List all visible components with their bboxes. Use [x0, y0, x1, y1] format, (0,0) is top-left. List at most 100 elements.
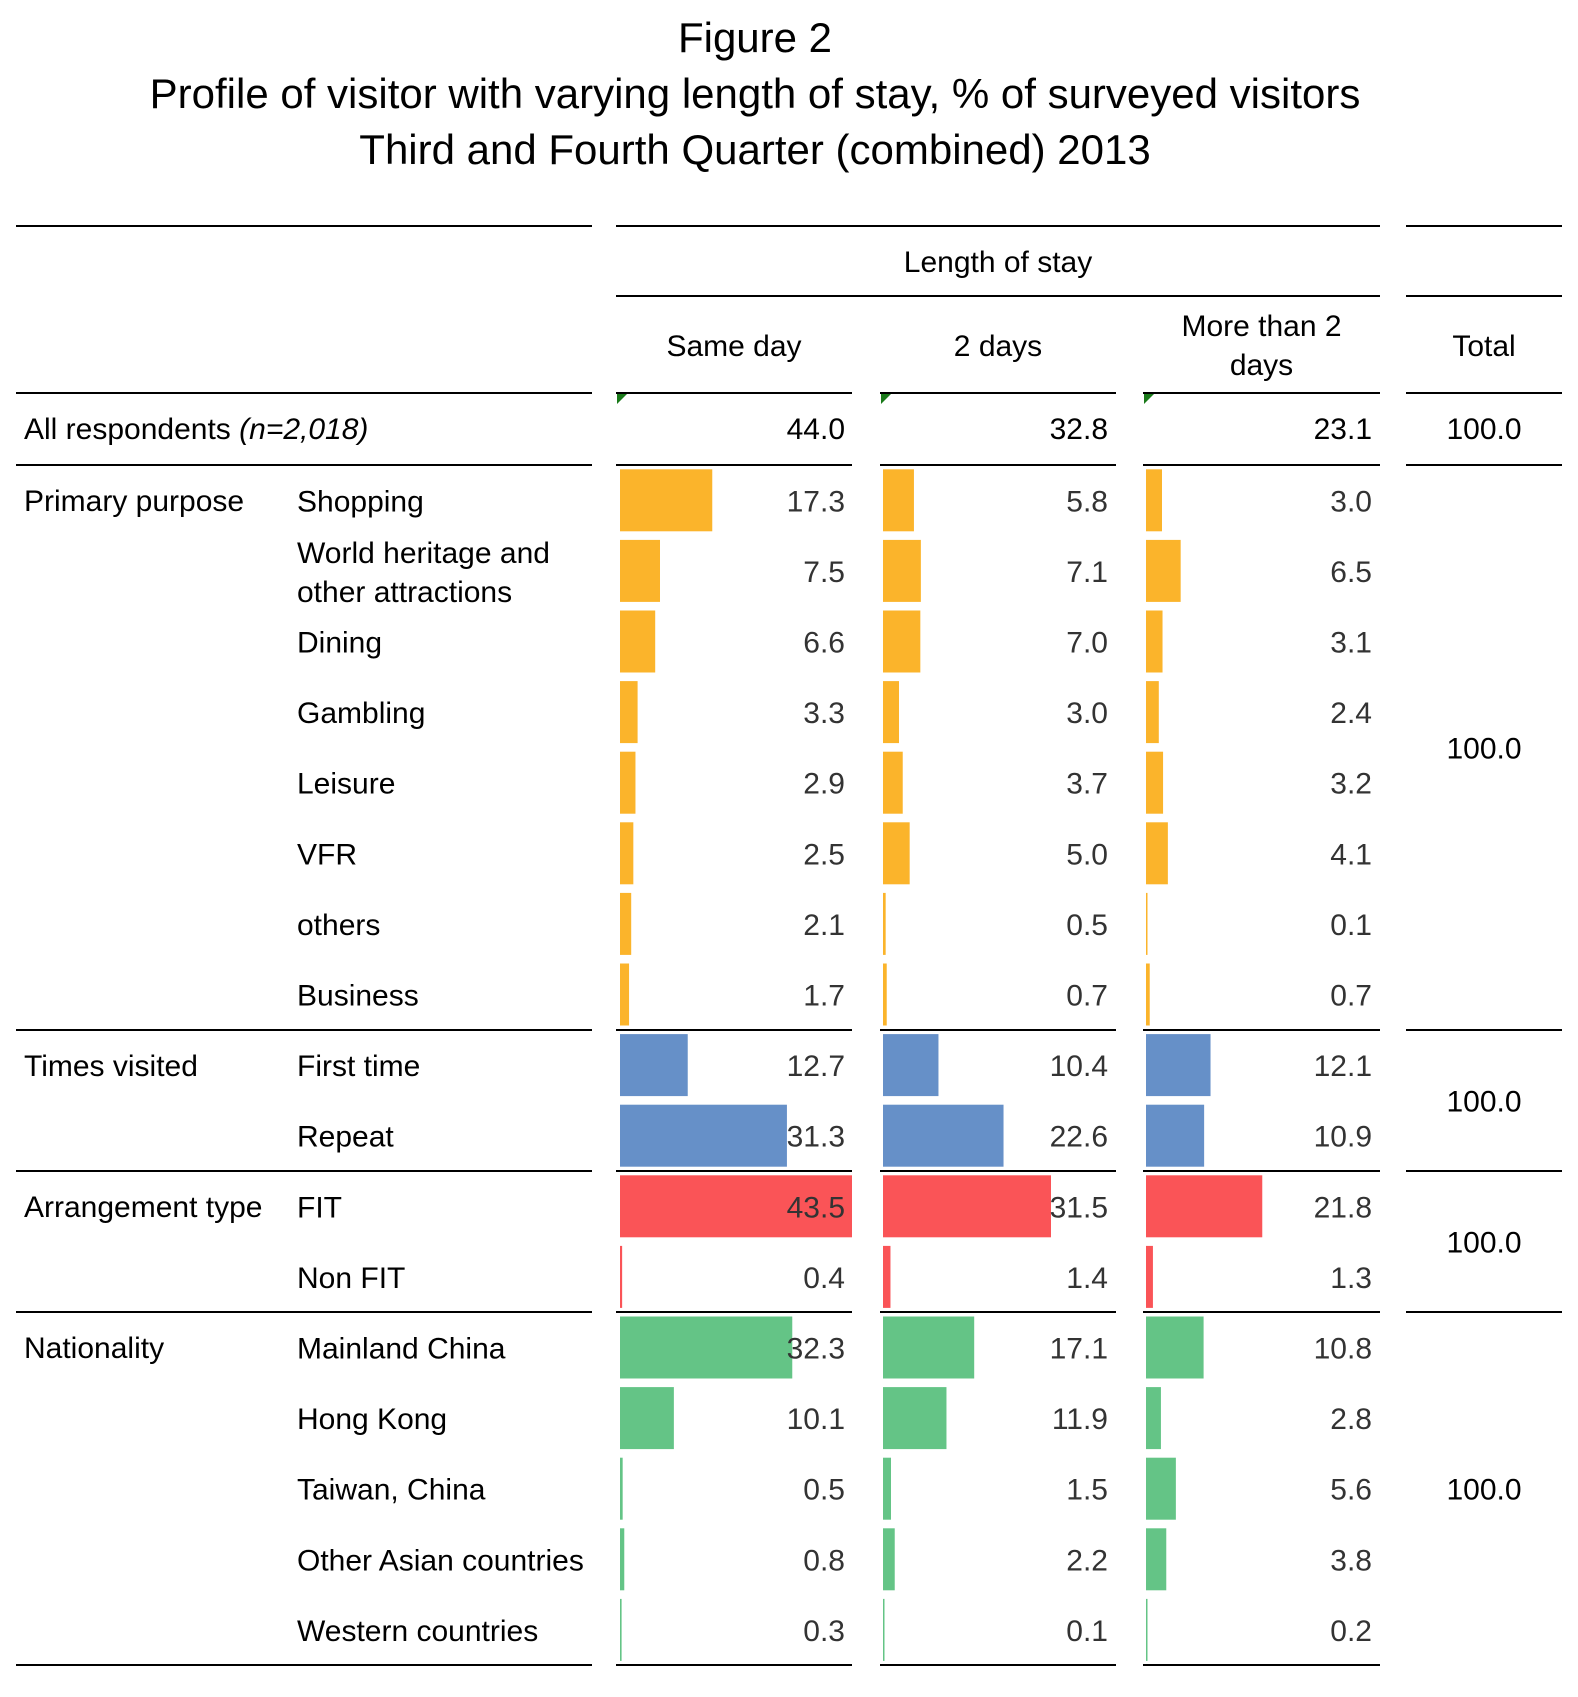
data-label: 3.2 [1330, 768, 1372, 801]
bar [883, 1104, 1004, 1167]
bar [620, 892, 632, 955]
category-label: Business [297, 980, 419, 1013]
data-label: 5.8 [1066, 485, 1108, 518]
data-label: 31.5 [1050, 1191, 1108, 1224]
data-label: 6.5 [1330, 556, 1372, 589]
bar [1146, 469, 1162, 532]
bar [1146, 539, 1181, 602]
group-total: 100.0 [1446, 1085, 1521, 1118]
data-label: 7.0 [1066, 627, 1108, 660]
data-label: 17.1 [1050, 1333, 1108, 1366]
data-label: 0.7 [1330, 980, 1372, 1013]
group-label: Times visited [24, 1050, 198, 1083]
bar [620, 822, 634, 885]
column-header: More than 2 days [1181, 310, 1341, 382]
data-label: 3.0 [1066, 697, 1108, 730]
data-label: 0.2 [1330, 1615, 1372, 1648]
data-label: 31.3 [787, 1121, 845, 1154]
data-label: 0.7 [1066, 980, 1108, 1013]
bar [883, 822, 910, 885]
category-label: Leisure [297, 768, 395, 801]
bar [883, 681, 899, 744]
data-label: 12.7 [787, 1050, 845, 1083]
group-label: Arrangement type [24, 1191, 262, 1224]
all-respondents-value: 44.0 [787, 413, 845, 446]
bar [883, 1528, 895, 1591]
bar [883, 1245, 891, 1308]
cell-corner-marker [1144, 394, 1154, 404]
bar [620, 539, 660, 602]
all-respondents-value: 23.1 [1314, 413, 1372, 446]
bar [1146, 1598, 1148, 1661]
data-label: 1.5 [1066, 1474, 1108, 1507]
figure-number: Figure 2 [677, 14, 833, 61]
bar [620, 469, 713, 532]
cell-corner-marker [617, 394, 627, 404]
bar [883, 1316, 975, 1379]
column-header: 2 days [954, 330, 1042, 363]
data-label: 22.6 [1050, 1121, 1108, 1154]
bar [620, 1387, 674, 1450]
data-label: 11.9 [1052, 1403, 1108, 1436]
bar [620, 1457, 623, 1520]
bar [1146, 1104, 1205, 1167]
category-label: Repeat [297, 1121, 394, 1154]
category-label: VFR [297, 838, 357, 871]
data-label: 10.4 [1050, 1050, 1108, 1083]
data-label: 7.5 [803, 556, 845, 589]
cell-corner-marker [881, 394, 891, 404]
bar [1146, 822, 1168, 885]
bar [620, 681, 638, 744]
group-label: Nationality [24, 1332, 164, 1365]
data-label: 3.1 [1330, 627, 1372, 660]
column-header: Same day [666, 330, 801, 363]
group-label: Primary purpose [24, 485, 244, 518]
data-label: 0.1 [1330, 909, 1372, 942]
bar [1146, 1175, 1263, 1238]
category-label: Dining [297, 627, 382, 660]
category-label: Western countries [297, 1615, 538, 1648]
bar [1146, 1387, 1161, 1450]
group-total: 100.0 [1446, 1227, 1521, 1260]
bar [620, 1175, 852, 1238]
data-label: 0.1 [1066, 1615, 1108, 1648]
bar [620, 1598, 622, 1661]
data-label: 1.4 [1066, 1262, 1108, 1295]
bar [883, 1387, 947, 1450]
data-label: 10.9 [1314, 1121, 1372, 1154]
data-label: 10.1 [787, 1403, 845, 1436]
bar [1146, 681, 1159, 744]
bar [1146, 751, 1164, 814]
data-label: 0.5 [1066, 909, 1108, 942]
data-label: 7.1 [1066, 556, 1108, 589]
bar [883, 469, 914, 532]
category-label: World heritage and other attractions [297, 537, 550, 609]
category-label: Other Asian countries [297, 1544, 584, 1577]
data-label: 32.3 [787, 1333, 845, 1366]
title-block: Figure 2 Profile of visitor with varying… [0, 10, 1510, 178]
bar [883, 1034, 939, 1097]
data-label: 6.6 [803, 627, 845, 660]
data-label: 12.1 [1314, 1050, 1372, 1083]
bar [883, 1175, 1051, 1238]
chart-subtitle: Third and Fourth Quarter (combined) 2013 [359, 126, 1151, 173]
data-label: 10.8 [1314, 1333, 1372, 1366]
bar [620, 1528, 625, 1591]
bar [620, 1104, 787, 1167]
bar [883, 539, 921, 602]
category-label: Hong Kong [297, 1403, 447, 1436]
bar [883, 610, 921, 673]
bar [1146, 1034, 1211, 1097]
data-label: 1.7 [803, 980, 845, 1013]
all-respondents-total: 100.0 [1446, 413, 1521, 446]
data-label: 5.0 [1066, 838, 1108, 871]
data-label: 1.3 [1330, 1262, 1372, 1295]
data-label: 2.9 [803, 768, 845, 801]
category-label: FIT [297, 1191, 342, 1224]
chart-title: Profile of visitor with varying length o… [149, 70, 1361, 117]
data-label: 3.0 [1330, 485, 1372, 518]
category-label: Gambling [297, 697, 425, 730]
data-label: 0.8 [803, 1544, 845, 1577]
bar [620, 1245, 623, 1308]
